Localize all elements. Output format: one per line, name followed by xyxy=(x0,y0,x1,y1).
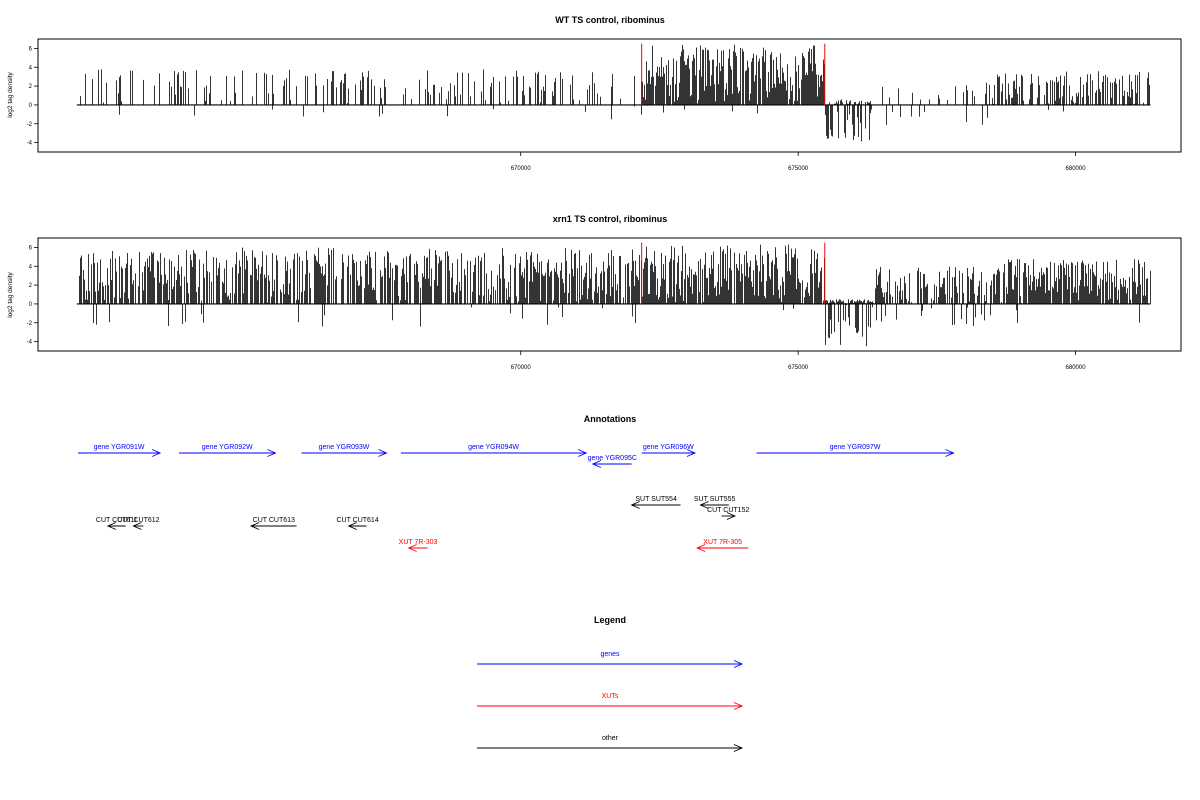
legend-title: Legend xyxy=(594,615,626,625)
xrn1-signal-bars xyxy=(76,242,1151,347)
xrn1-y-tick-label: 0 xyxy=(29,302,33,308)
feature-label: SUT SUT554 xyxy=(635,496,677,503)
feature-arrowhead xyxy=(407,544,417,552)
feature-arrowhead xyxy=(249,522,260,530)
annotation-feature: gene YGR095C xyxy=(588,455,637,468)
wt-y-tick-label: -2 xyxy=(27,122,33,128)
feature-arrowhead xyxy=(106,522,117,530)
wt-track-panel: WT TS control, ribominus log2 tag densit… xyxy=(7,15,1182,172)
wt-y-ticks: -4 -2 0 2 4 6 xyxy=(27,46,38,147)
feature-arrowhead xyxy=(696,544,706,552)
xrn1-y-tick-label: -4 xyxy=(27,340,33,346)
feature-label: XUT 7R-305 xyxy=(703,539,742,546)
legend-arrowhead xyxy=(733,744,744,752)
annotation-feature: XUT 7R-305 xyxy=(696,539,749,552)
wt-signal-bars xyxy=(76,43,1151,142)
xrn1-track-panel: xrn1 TS control, ribominus log2 tag dens… xyxy=(7,214,1182,371)
annotation-feature: gene YGR093W xyxy=(301,444,388,457)
feature-label: SUT SUT555 xyxy=(694,496,736,503)
wt-x-ticks: 670000 675000 680000 xyxy=(511,152,1087,172)
feature-arrowhead xyxy=(945,449,955,457)
annotation-feature: CUT CUT613 xyxy=(249,517,297,530)
annotation-feature: SUT SUT555 xyxy=(694,496,736,509)
xrn1-y-tick-label: 6 xyxy=(29,245,33,251)
annotation-feature: gene YGR092W xyxy=(178,444,277,457)
feature-arrowhead xyxy=(378,449,388,457)
feature-arrowhead xyxy=(726,512,737,520)
legend-panel: Legend genes XUTs other xyxy=(477,615,744,752)
annotations-panel: Annotations gene YGR091W gene YGR092W gene… xyxy=(78,414,955,552)
annotation-feature: gene YGR091W xyxy=(78,444,162,457)
legend-arrowhead xyxy=(733,702,744,710)
feature-label: CUT CUT614 xyxy=(336,517,378,524)
annotation-feature: XUT 7R-303 xyxy=(399,539,438,552)
legend-item: genes xyxy=(477,651,744,668)
feature-label: CUT CUT612 xyxy=(117,517,159,524)
xrn1-y-tick-label: -2 xyxy=(27,321,33,327)
legend-item: XUTs xyxy=(477,693,744,710)
annotation-feature: gene YGR096W xyxy=(641,444,697,457)
feature-label: gene YGR092W xyxy=(202,444,253,451)
feature-label: gene YGR094W xyxy=(468,444,519,451)
annotation-feature: CUT CUT612 xyxy=(117,517,160,530)
feature-label: gene YGR096W xyxy=(643,444,694,451)
legend-arrowhead xyxy=(733,660,744,668)
xrn1-track-title: xrn1 TS control, ribominus xyxy=(553,214,668,224)
xrn1-x-tick-label: 680000 xyxy=(1066,365,1087,371)
feature-label: CUT CUT613 xyxy=(253,517,295,524)
wt-y-axis-label: log2 tag density xyxy=(7,71,14,117)
feature-label: gene YGR091W xyxy=(94,444,145,451)
feature-arrowhead xyxy=(630,501,640,509)
legend-label: genes xyxy=(600,651,620,658)
xrn1-y-axis-label: log2 tag density xyxy=(7,271,14,317)
legend-label: other xyxy=(602,735,619,742)
feature-arrowhead xyxy=(151,449,162,457)
feature-label: gene YGR095C xyxy=(588,455,637,462)
annotation-feature: CUT CUT614 xyxy=(336,517,379,530)
feature-label: gene YGR093W xyxy=(319,444,370,451)
xrn1-x-tick-label: 675000 xyxy=(788,365,809,371)
wt-plot-frame xyxy=(37,38,1182,153)
wt-y-tick-label: 4 xyxy=(29,65,33,71)
wt-y-tick-label: 0 xyxy=(29,103,33,109)
annotation-feature: gene YGR094W xyxy=(400,444,588,457)
xrn1-plot-frame xyxy=(37,237,1182,352)
feature-arrowhead xyxy=(591,460,602,468)
feature-arrowhead xyxy=(267,449,277,457)
xrn1-y-tick-label: 4 xyxy=(29,264,33,270)
annotation-feature: gene YGR097W xyxy=(756,444,955,457)
xrn1-x-tick-label: 670000 xyxy=(511,365,532,371)
annotation-feature: SUT SUT554 xyxy=(630,496,681,509)
xrn1-x-ticks: 670000 675000 680000 xyxy=(511,351,1087,371)
wt-y-tick-label: 2 xyxy=(29,84,33,90)
annotation-features: gene YGR091W gene YGR092W gene YGR093W gene… xyxy=(78,444,955,552)
feature-arrowhead xyxy=(578,449,588,457)
feature-arrowhead xyxy=(686,449,697,457)
wt-x-tick-label: 675000 xyxy=(788,166,809,172)
wt-track-title: WT TS control, ribominus xyxy=(555,15,665,25)
feature-label: gene YGR097W xyxy=(830,444,881,451)
legend-label: XUTs xyxy=(602,693,619,700)
feature-arrowhead xyxy=(132,522,142,530)
feature-arrowhead xyxy=(699,501,709,509)
wt-y-tick-label: -4 xyxy=(27,141,33,147)
xrn1-y-tick-label: 2 xyxy=(29,283,33,289)
feature-label: CUT CUT152 xyxy=(707,507,749,514)
annotation-feature: CUT CUT611 xyxy=(96,517,138,530)
annotations-title: Annotations xyxy=(584,414,637,424)
wt-y-tick-label: 6 xyxy=(29,46,33,52)
wt-x-tick-label: 670000 xyxy=(511,166,532,172)
annotation-feature: CUT CUT152 xyxy=(707,507,749,520)
legend-items: genes XUTs other xyxy=(477,651,744,752)
legend-item: other xyxy=(477,735,744,752)
feature-label: XUT 7R-303 xyxy=(399,539,438,546)
wt-x-tick-label: 680000 xyxy=(1066,166,1087,172)
xrn1-y-ticks: -4 -2 0 2 4 6 xyxy=(27,245,38,346)
feature-label: CUT CUT611 xyxy=(96,517,138,524)
feature-arrowhead xyxy=(347,522,357,530)
